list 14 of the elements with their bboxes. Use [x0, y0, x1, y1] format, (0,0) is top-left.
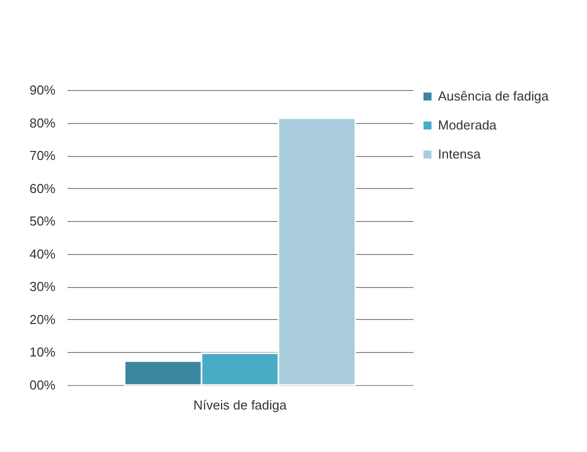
y-tick-label: 10%	[29, 344, 56, 360]
y-tick-label: 40%	[29, 246, 56, 262]
y-tick-label: 00%	[29, 378, 56, 392]
legend-label: Intensa	[438, 146, 482, 162]
y-tick-label: 70%	[29, 148, 56, 164]
legend-label: Ausência de fadiga	[438, 88, 550, 104]
x-tick-label: Níveis de fadiga	[193, 398, 288, 412]
y-tick-label: 60%	[29, 180, 56, 196]
y-tick-label: 30%	[29, 279, 56, 294]
y-tick-label: 50%	[29, 214, 56, 229]
y-tick-label: 90%	[29, 82, 56, 98]
y-tick-label: 80%	[29, 115, 56, 130]
legend-label: Moderada	[438, 118, 498, 132]
y-tick-label: 20%	[29, 312, 56, 327]
